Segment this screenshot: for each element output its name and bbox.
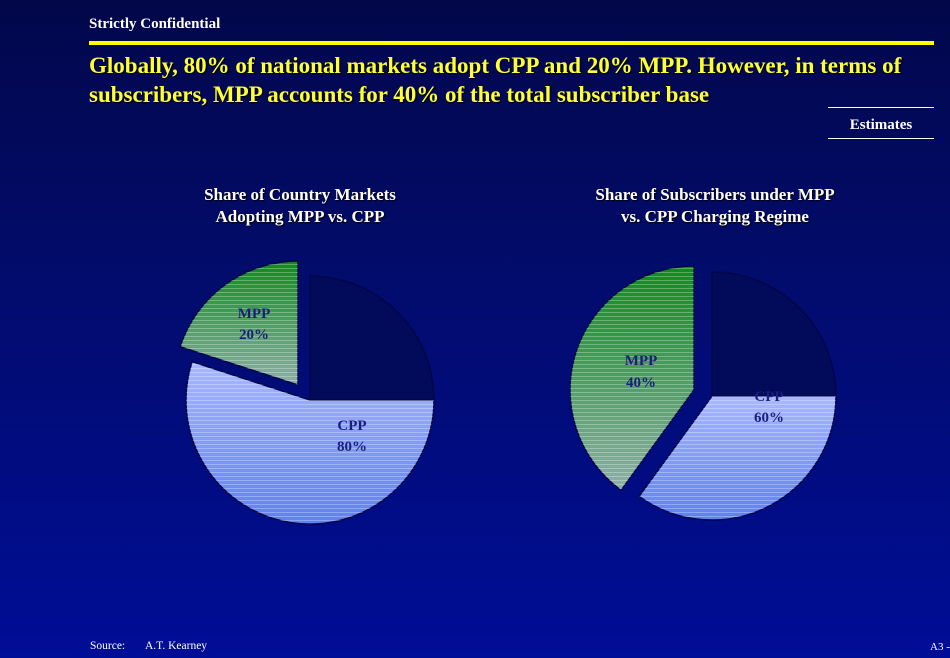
title-divider xyxy=(89,41,934,45)
chart1-title: Share of Country Markets Adopting MPP vs… xyxy=(150,184,450,228)
chart1-mpp-value: 20% xyxy=(239,327,269,343)
page-number: A3 - xyxy=(930,641,950,653)
chart1-mpp-label: MPP xyxy=(238,306,270,322)
chart1-cpp-slice-texture xyxy=(186,361,435,525)
chart2-mpp-slice-texture xyxy=(570,266,694,491)
chart2-cpp-label: CPP xyxy=(754,389,783,405)
chart2-cpp-shadow-slice xyxy=(711,271,837,397)
page-headline: Globally, 80% of national markets adopt … xyxy=(89,53,902,107)
chart2-title: Share of Subscribers under MPP vs. CPP C… xyxy=(540,184,890,228)
chart2-title-line2: vs. CPP Charging Regime xyxy=(621,207,809,226)
chart1-cpp-shadow-slice xyxy=(309,275,435,401)
chart1-cpp-label: CPP xyxy=(337,418,366,434)
confidential-label: Strictly Confidential xyxy=(89,16,221,32)
chart2-cpp-value: 60% xyxy=(754,410,784,426)
chart2-mpp-value: 40% xyxy=(626,375,656,391)
estimates-top-rule xyxy=(828,107,934,108)
chart2-cpp-slice-texture xyxy=(639,396,836,520)
chart2-mpp-label: MPP xyxy=(625,353,657,369)
chart1-title-line2: Adopting MPP vs. CPP xyxy=(215,207,385,226)
chart2-pie: CPP 60% MPP 40% xyxy=(569,265,837,521)
estimates-label: Estimates xyxy=(849,117,913,133)
source-value: A.T. Kearney xyxy=(145,640,208,652)
source-label: Source: xyxy=(90,640,126,652)
chart1-mpp-slice-texture xyxy=(180,261,298,385)
chart1-pie: MPP 20% CPP 80% xyxy=(179,260,435,525)
chart1-cpp-value: 80% xyxy=(337,439,367,455)
estimates-bottom-rule xyxy=(828,138,934,139)
chart1-title-line1: Share of Country Markets xyxy=(204,185,396,204)
chart2-title-line1: Share of Subscribers under MPP xyxy=(595,185,835,204)
